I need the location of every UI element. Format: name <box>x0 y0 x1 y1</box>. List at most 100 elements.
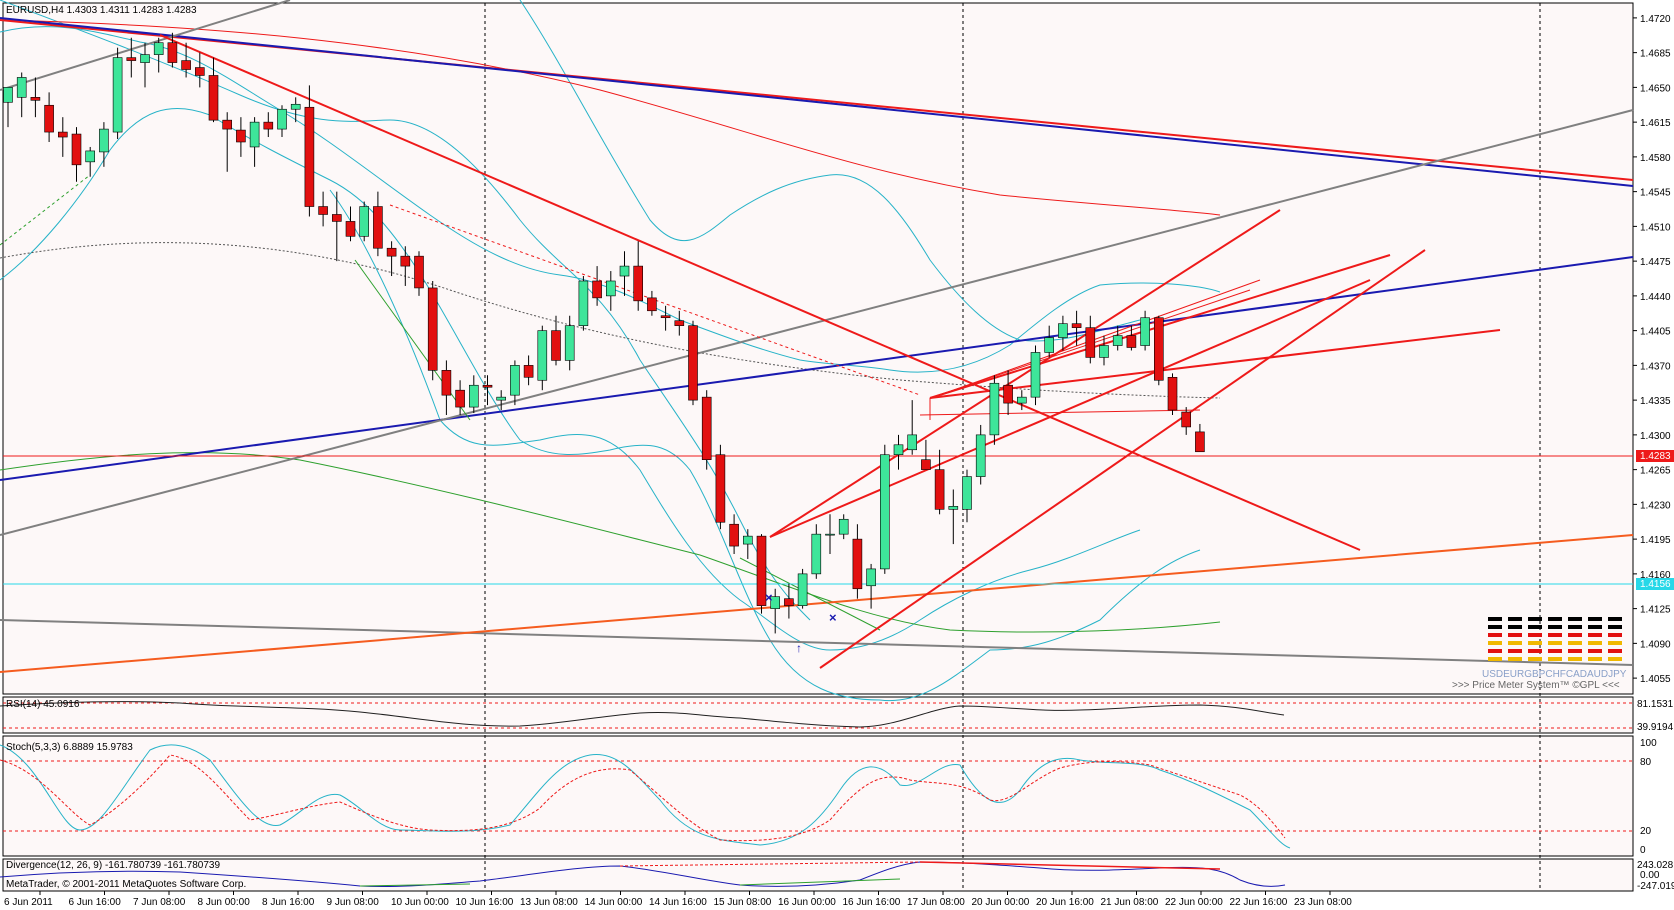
time-tick-label: 16 Jun 16:00 <box>843 897 901 908</box>
price-meter-bar <box>1608 657 1622 661</box>
price-meter-bar <box>1548 633 1562 637</box>
trend-blue-top <box>0 17 1634 187</box>
rsi-indicator: RSI(14) 45.0916 81.1531 39.9194 <box>0 699 1674 733</box>
candle-body <box>715 454 726 523</box>
divergence-green-line-2 <box>739 878 901 886</box>
candle-body <box>729 523 739 547</box>
candle-body <box>605 280 616 297</box>
divergence-tick-low: -247.019 <box>1637 881 1674 892</box>
price-meter-bar <box>1528 657 1542 661</box>
candle-body <box>359 206 370 237</box>
rsi-line <box>0 701 1285 728</box>
price-meter-bar <box>1488 617 1502 621</box>
candle-body <box>633 265 644 302</box>
rsi-title: RSI(14) 45.0916 <box>6 699 80 710</box>
candle-body <box>57 131 68 138</box>
candle-body <box>1126 335 1137 348</box>
candle-body <box>1112 335 1123 346</box>
candle-body <box>1044 337 1054 353</box>
time-tick-label: 14 Jun 16:00 <box>649 897 707 908</box>
rsi-tick-high: 81.1531 <box>1637 699 1674 710</box>
candle-body <box>1058 323 1068 338</box>
divergence-green-line <box>359 883 471 887</box>
candle-body <box>1003 384 1013 404</box>
time-tick-label: 21 Jun 08:00 <box>1101 897 1159 908</box>
time-tick-label: 22 Jun 16:00 <box>1230 897 1288 908</box>
level-line-value: 1.4156 <box>1640 579 1671 590</box>
price-meter-bar <box>1548 625 1562 629</box>
stoch-panel <box>2 735 1634 857</box>
channel-red-9 <box>919 409 1201 416</box>
time-tick-label: 8 Jun 00:00 <box>198 897 251 908</box>
price-tick-label: 1.4615 <box>1640 118 1671 129</box>
price-meter-bar <box>1568 633 1582 637</box>
candle-body <box>140 54 150 63</box>
candle-body <box>564 325 575 361</box>
divergence-title: Divergence(12, 26, 9) -161.780739 -161.7… <box>6 860 220 871</box>
period-separators <box>484 3 1541 891</box>
price-meter-bar <box>1488 649 1502 653</box>
candle-body <box>249 121 260 148</box>
copyright-label: MetaTrader, © 2001-2011 MetaQuotes Softw… <box>6 879 246 890</box>
price-meter-bar <box>1588 625 1602 629</box>
candle-body <box>3 87 13 103</box>
price-tick-label: 1.4265 <box>1640 466 1671 477</box>
price-meter-bar <box>1568 657 1582 661</box>
price-tick-label: 1.4545 <box>1640 188 1671 199</box>
divergence-red-line-2 <box>919 861 1221 870</box>
price-meter-bar <box>1568 649 1582 653</box>
price-meter-bar <box>1528 625 1542 629</box>
candle-body <box>44 104 54 133</box>
candle-body <box>852 538 863 590</box>
time-tick-label: 13 Jun 08:00 <box>520 897 578 908</box>
price-meter-bar <box>1568 641 1582 645</box>
price-meter-bar <box>1608 641 1622 645</box>
candle-body <box>1099 345 1109 358</box>
candle-body <box>893 444 904 456</box>
candle-body <box>825 533 835 536</box>
price-meter-bar <box>1488 625 1502 629</box>
candle-body <box>879 454 890 570</box>
price-meter-caption: >>> Price Meter System™ ©GPL <<< <box>1452 680 1620 691</box>
candle-body <box>345 221 356 237</box>
candle-body <box>208 75 219 121</box>
candle-body <box>578 280 589 326</box>
price-meter-bar <box>1508 633 1522 637</box>
divergence-tick-zero: 0.00 <box>1640 870 1660 881</box>
candle-body <box>373 206 383 249</box>
trend-gray-upper <box>0 109 1634 536</box>
time-tick-label: 20 Jun 16:00 <box>1036 897 1094 908</box>
price-meter-bar <box>1528 641 1542 645</box>
price-tick-label: 1.4405 <box>1640 327 1671 338</box>
candle-body <box>181 60 191 70</box>
price-meter-bar <box>1528 633 1542 637</box>
time-tick-label: 22 Jun 00:00 <box>1165 897 1223 908</box>
price-tick-label: 1.4090 <box>1640 639 1671 650</box>
divergence-red-line <box>619 861 921 867</box>
ma-dotted <box>0 242 1221 399</box>
stoch-main-line <box>0 744 1291 849</box>
price-meter-bar <box>1608 649 1622 653</box>
candle-body <box>318 206 328 215</box>
candle-body <box>1167 376 1178 411</box>
time-tick-label: 8 Jun 16:00 <box>262 897 315 908</box>
candle-body <box>386 247 397 257</box>
price-meter-bar <box>1548 657 1562 661</box>
price-meter-bar <box>1528 649 1542 653</box>
price-tick-label: 1.4160 <box>1640 570 1671 581</box>
candle-body <box>770 596 781 609</box>
time-tick-label: 6 Jun 16:00 <box>69 897 122 908</box>
price-meter-bar <box>1608 617 1622 621</box>
price-meter-bar <box>1508 657 1522 661</box>
time-tick-label: 10 Jun 16:00 <box>456 897 514 908</box>
time-tick-label: 20 Jun 00:00 <box>972 897 1030 908</box>
time-tick-label: 9 Jun 08:00 <box>327 897 380 908</box>
candle-body <box>921 459 931 470</box>
candle-body <box>510 365 520 396</box>
price-tick-label: 1.4370 <box>1640 361 1671 372</box>
time-tick-label: 16 Jun 00:00 <box>778 897 836 908</box>
candle-body <box>482 384 493 388</box>
price-meter-bar <box>1488 657 1502 661</box>
time-tick-label: 6 Jun 2011 <box>4 897 53 908</box>
ma-red-slow <box>0 19 1221 216</box>
